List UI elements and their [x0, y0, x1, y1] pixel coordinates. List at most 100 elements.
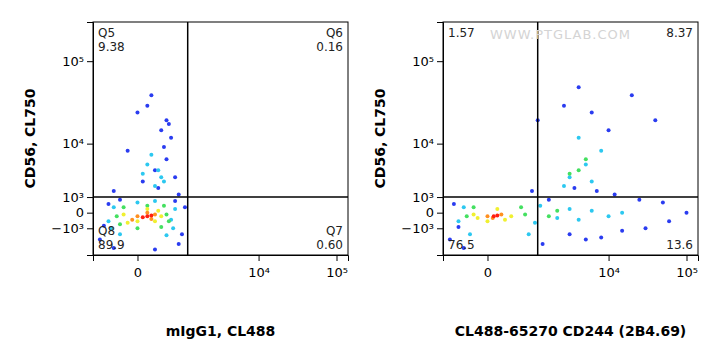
tick: 10³	[62, 190, 93, 205]
event-point	[568, 232, 572, 236]
event-point	[167, 219, 171, 223]
event-point	[637, 198, 641, 202]
event-point	[130, 218, 134, 222]
tick-mark	[437, 197, 443, 198]
event-point	[485, 214, 489, 218]
tick-mark	[87, 213, 93, 214]
density-layer	[492, 213, 500, 218]
event-point	[135, 214, 139, 218]
event-point	[472, 213, 476, 217]
event-point	[547, 214, 551, 218]
points	[98, 93, 187, 251]
event-point	[126, 149, 130, 153]
event-point	[462, 205, 466, 209]
event-point	[118, 222, 122, 226]
event-point	[135, 226, 139, 230]
quadrant-label: 76.5	[448, 238, 475, 252]
event-point	[159, 128, 163, 132]
event-point	[590, 110, 594, 114]
tick-mark	[437, 61, 443, 62]
event-point	[165, 157, 169, 161]
density-layer	[141, 213, 154, 219]
event-point	[149, 153, 153, 157]
tick-label: 0	[134, 265, 142, 280]
event-point	[555, 209, 559, 213]
event-point	[538, 204, 542, 208]
event-point	[620, 229, 624, 233]
tick: 10⁵	[676, 255, 698, 280]
event-point	[169, 136, 173, 140]
event-point	[492, 214, 496, 218]
event-point	[509, 214, 513, 218]
axis-line	[437, 23, 444, 256]
quadrant-label: 0.60	[316, 238, 343, 252]
tick: 10⁴	[248, 255, 270, 280]
event-point	[472, 205, 476, 209]
event-point	[456, 225, 460, 229]
tick-label: 10³	[62, 190, 84, 205]
event-point	[135, 219, 139, 223]
event-point	[568, 207, 572, 211]
event-point	[607, 128, 611, 132]
event-point	[135, 110, 139, 114]
event-point	[499, 213, 503, 217]
event-point	[653, 118, 657, 122]
tick-label: 10³	[412, 190, 434, 205]
tick-label: 0	[484, 265, 492, 280]
event-point	[541, 242, 545, 246]
event-point	[173, 207, 177, 211]
tick: 10⁴	[412, 136, 443, 151]
density-layer	[456, 136, 624, 237]
event-point	[568, 175, 572, 179]
event-point	[165, 233, 169, 237]
tick-label: 0	[426, 205, 434, 220]
gate-line	[93, 196, 348, 198]
event-point	[584, 162, 588, 166]
y-axis: −10³010³10⁴10⁵	[401, 23, 443, 256]
event-point	[607, 214, 611, 218]
event-point	[177, 193, 181, 197]
event-point	[577, 85, 581, 89]
event-point	[547, 198, 551, 202]
tick-mark	[87, 61, 93, 62]
tick: 10⁵	[412, 54, 443, 69]
quadrant-label: 0.16	[316, 40, 343, 54]
y-axis: −10³010³10⁴10⁵	[51, 23, 93, 256]
event-point	[503, 218, 507, 222]
density-layer	[130, 211, 157, 222]
event-point	[630, 93, 634, 97]
event-point	[527, 232, 531, 236]
event-point	[173, 175, 177, 179]
event-point	[495, 213, 499, 217]
event-point	[599, 149, 603, 153]
density-layer	[465, 157, 588, 218]
event-point	[115, 214, 119, 218]
quadrant-label: 13.6	[666, 238, 693, 252]
event-point	[145, 211, 149, 215]
tick-label: 10⁴	[412, 136, 434, 151]
event-point	[180, 232, 184, 236]
event-point	[126, 221, 130, 225]
event-point	[118, 232, 122, 236]
event-point	[162, 145, 166, 149]
tick-mark	[609, 255, 610, 261]
event-point	[112, 205, 116, 209]
tick: 0	[76, 205, 93, 220]
gate-line	[187, 22, 189, 255]
density-layer	[115, 204, 171, 231]
density-layer	[485, 213, 503, 221]
panel: 010⁴10⁵−10³010³10⁴10⁵Q59.38Q60.16Q889.9Q…	[51, 22, 348, 280]
density-layer	[106, 153, 177, 238]
quadrant-label: Q5	[98, 26, 115, 40]
event-point	[620, 211, 624, 215]
event-point	[577, 168, 581, 172]
event-point	[476, 216, 480, 220]
tick-mark	[87, 197, 93, 198]
x-axis: 010⁴10⁵	[444, 255, 699, 280]
event-point	[562, 104, 566, 108]
tick-label: 10⁵	[676, 265, 698, 280]
event-point	[162, 204, 166, 208]
event-point	[153, 219, 157, 223]
quadrant-label: 1.57	[448, 26, 475, 40]
tick-mark	[87, 228, 93, 229]
